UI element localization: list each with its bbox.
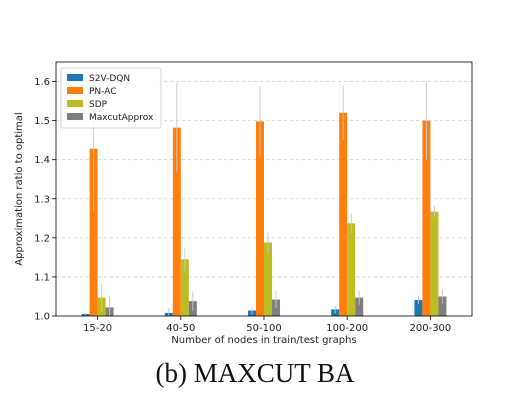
bar-sdp-50-100 (264, 242, 272, 316)
legend-label: PN-AC (89, 87, 117, 97)
bar-pn-ac-40-50 (172, 127, 181, 316)
y-tick-label: 1.4 (34, 155, 50, 166)
y-tick-label: 1.0 (34, 312, 50, 323)
bars (81, 81, 447, 317)
y-tick-label: 1.1 (34, 272, 50, 283)
legend: S2V-DQN PN-AC SDP MaxcutApprox (60, 67, 162, 129)
legend-label: MaxcutApprox (89, 113, 154, 123)
legend-box (60, 67, 162, 129)
legend-swatch (67, 87, 83, 94)
bar-pn-ac-15-20 (89, 148, 98, 316)
legend-label: S2V-DQN (89, 74, 130, 84)
bar-pn-ac-50-100 (256, 121, 264, 317)
bar-pn-ac-200-300 (422, 120, 431, 316)
bar-sdp-200-300 (430, 211, 439, 316)
y-axis-ticks: 1.0 1.1 1.2 1.3 1.4 1.5 1.6 (34, 77, 56, 323)
figure-caption: (b) MAXCUT BA (155, 358, 355, 388)
y-tick-label: 1.2 (34, 233, 50, 244)
bar-s2v-dqn-200-300 (414, 299, 423, 316)
y-tick-label: 1.6 (34, 77, 50, 88)
x-tick-label: 50-100 (246, 323, 281, 334)
x-tick-label: 15-20 (83, 323, 112, 334)
x-axis-label: Number of nodes in train/test graphs (171, 335, 356, 346)
legend-swatch (67, 74, 83, 81)
bar-sdp-100-200 (347, 223, 356, 316)
legend-swatch (67, 100, 83, 107)
x-axis-ticks: 15-20 40-50 50-100 100-200 200-300 (83, 316, 451, 334)
bar-maxcutapprox-200-300 (438, 296, 447, 316)
bar-sdp-40-50 (180, 259, 189, 316)
legend-swatch (67, 113, 83, 120)
y-axis-label: Approximation ratio to optimal (14, 112, 25, 265)
bar-pn-ac-100-200 (339, 112, 348, 316)
x-tick-label: 100-200 (326, 323, 368, 334)
bar-maxcutapprox-100-200 (355, 297, 364, 316)
x-tick-label: 200-300 (410, 323, 452, 334)
plot-frame (55, 61, 473, 317)
y-tick-label: 1.5 (34, 116, 50, 127)
x-tick-label: 40-50 (166, 323, 195, 334)
legend-label: SDP (89, 100, 108, 110)
y-tick-label: 1.3 (34, 194, 50, 205)
